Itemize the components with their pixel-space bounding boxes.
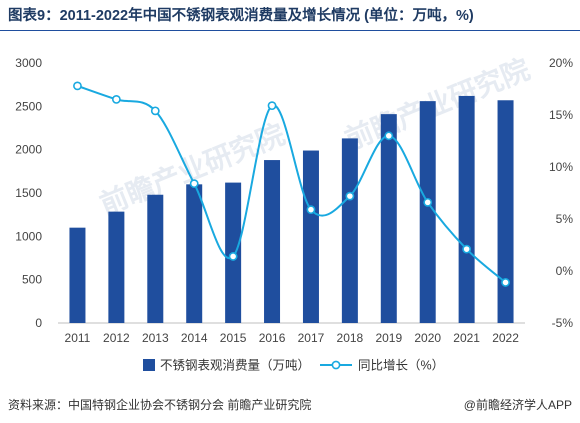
y-left-tick-label: 1500: [15, 186, 42, 200]
y-right-tick-label: 20%: [549, 56, 573, 70]
growth-point: [267, 101, 277, 111]
legend-swatch-bar: [143, 359, 155, 371]
y-right-tick-label: -5%: [552, 316, 574, 330]
growth-point: [73, 81, 82, 91]
legend-label-bar: 不锈钢表观消费量（万吨）: [160, 358, 310, 373]
y-right-tick-label: 10%: [549, 160, 573, 174]
x-tick-label: 2014: [181, 331, 208, 345]
y-left-tick-label: 2000: [15, 143, 42, 157]
y-right-tick-label: 5%: [556, 212, 574, 226]
bar: [264, 160, 281, 323]
bar: [458, 95, 475, 323]
legend-marker: [331, 360, 341, 370]
bar: [380, 114, 397, 323]
y-left-tick-label: 3000: [15, 56, 42, 70]
growth-point: [150, 106, 160, 116]
axes: 0 500 1000 1500 2000 2500 3000 -5% 0% 5% 10% 15% 20%…: [15, 56, 573, 345]
title-divider: [0, 30, 580, 31]
chart-title: 图表9：2011-2022年中国不锈钢表观消费量及增长情况 (单位：万吨，%): [8, 8, 474, 24]
legend: 不锈钢表观消费量（万吨） 同比增长（%）: [143, 358, 444, 373]
y-right-tick-label: 0%: [556, 264, 574, 278]
bar: [186, 184, 203, 323]
x-tick-label: 2017: [298, 331, 325, 345]
line-series: [73, 81, 510, 287]
y-left-tick-label: 1000: [15, 229, 42, 243]
growth-point: [111, 95, 121, 104]
bar: [69, 227, 86, 323]
x-tick-label: 2020: [414, 331, 441, 345]
growth-point: [189, 179, 199, 189]
bar: [147, 194, 164, 323]
bar-series: [69, 95, 514, 324]
growth-point: [306, 205, 316, 215]
bar: [419, 101, 436, 323]
bar: [302, 150, 319, 323]
credit-note: @前瞻经济学人APP: [463, 398, 572, 412]
y-left-tick-label: 2500: [15, 99, 42, 113]
x-tick-label: 2022: [492, 331, 519, 345]
x-tick-label: 2013: [142, 331, 169, 345]
growth-point: [501, 278, 510, 287]
growth-point: [462, 244, 472, 254]
x-tick-label: 2019: [375, 331, 402, 345]
y-left-tick-label: 500: [22, 273, 42, 287]
bar: [341, 138, 358, 323]
growth-point: [345, 191, 355, 201]
source-note: 资料来源：中国特钢企业协会不锈钢分会 前瞻产业研究院: [8, 398, 312, 412]
growth-point: [423, 197, 433, 207]
y-right-tick-label: 15%: [549, 108, 573, 122]
legend-label-line: 同比增长（%）: [358, 358, 444, 373]
x-tick-label: 2018: [337, 331, 364, 345]
x-tick-label: 2021: [453, 331, 480, 345]
y-left-tick-label: 0: [35, 316, 42, 330]
growth-point: [384, 131, 394, 141]
x-tick-label: 2012: [103, 331, 130, 345]
bar: [497, 100, 514, 324]
x-tick-label: 2016: [259, 331, 286, 345]
x-tick-label: 2011: [65, 331, 91, 345]
x-tick-label: 2015: [220, 331, 247, 345]
bar: [108, 211, 125, 323]
growth-point: [228, 252, 238, 261]
